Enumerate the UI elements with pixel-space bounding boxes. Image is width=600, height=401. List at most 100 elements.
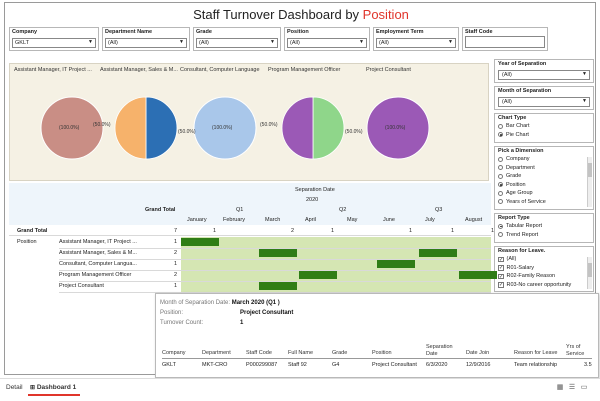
position-select[interactable]: (All) ▼ [287, 38, 367, 48]
pie-slice[interactable] [193, 96, 257, 160]
radio-icon[interactable] [498, 123, 503, 129]
pie-data-label: (50.0%) [345, 129, 363, 135]
grand-total-header: Grand Total [145, 207, 176, 213]
report-tabular-option[interactable]: Tabular Report [495, 222, 593, 231]
radio-icon[interactable] [498, 223, 503, 229]
tooltip-cell: P000299087 [246, 362, 278, 368]
pie-slice[interactable] [40, 96, 104, 160]
pie-data-label: (50.0%) [93, 122, 111, 128]
radio-icon[interactable] [498, 182, 503, 188]
radio-icon[interactable] [498, 156, 503, 162]
tooltip-cell: Project Consultant [372, 362, 417, 368]
filter-grade[interactable]: Grade (All) ▼ [193, 27, 281, 51]
pie-slice[interactable] [312, 96, 345, 160]
grade-select[interactable]: (All) ▼ [196, 38, 278, 48]
turnover-bar[interactable] [259, 282, 297, 290]
reason-option-salary[interactable]: ✓ R01-Salary [498, 264, 535, 271]
year-filter[interactable]: Year of Separation (All) ▼ [494, 59, 594, 83]
reason-box: Reason for Leave. ✓ (All) ✓ R01-Salary ✓ R0… [494, 246, 594, 292]
reason-scrollbar[interactable] [587, 257, 592, 289]
row-total-value: 1 [174, 283, 178, 289]
filter-bar: Company GKLT ▼ Department Name (All) ▼ Gra… [9, 27, 591, 51]
chart-type-bar-option[interactable]: Bar Chart [495, 122, 593, 131]
month-total-value: 1 [331, 228, 335, 234]
radio-icon[interactable] [498, 190, 503, 196]
pie-slice[interactable] [366, 96, 430, 160]
turnover-bar[interactable] [459, 271, 497, 279]
month-header: June [383, 217, 395, 223]
radio-icon[interactable] [498, 199, 503, 205]
filter-department[interactable]: Department Name (All) ▼ [102, 27, 190, 51]
pie-header: Program Management Officer [268, 67, 341, 73]
radio-icon[interactable] [498, 173, 503, 179]
dimension-option-grade[interactable]: Grade [495, 172, 593, 181]
row-divider [59, 248, 491, 249]
row-divider [59, 281, 491, 282]
dimension-option-department[interactable]: Department [495, 164, 593, 173]
filter-position[interactable]: Position (All) ▼ [284, 27, 370, 51]
year-select[interactable]: (All) ▼ [498, 70, 590, 80]
turnover-bar[interactable] [181, 238, 219, 246]
tooltip-column-header: Yrs of Service [566, 344, 585, 357]
month-select[interactable]: (All) ▼ [498, 97, 590, 107]
pie-slice[interactable] [145, 96, 178, 160]
present-icon[interactable]: ▭ [580, 384, 588, 391]
radio-icon[interactable] [498, 232, 503, 238]
scrollbar-thumb[interactable] [588, 263, 592, 277]
checkbox-icon[interactable]: ✓ [498, 265, 504, 271]
pie-data-label: (100.0%) [385, 125, 406, 131]
turnover-bar[interactable] [259, 249, 297, 257]
row-divider [9, 235, 491, 236]
chevron-down-icon: ▼ [270, 39, 275, 45]
radio-icon[interactable] [498, 132, 503, 138]
tooltip-cell: 3.5 [584, 362, 592, 368]
turnover-bar[interactable] [419, 249, 457, 257]
tooltip-column-header: Grade [332, 350, 348, 356]
filter-employment-term[interactable]: Employment Term (All) ▼ [373, 27, 459, 51]
company-select[interactable]: GKLT ▼ [12, 38, 96, 48]
scrollbar-thumb[interactable] [588, 163, 592, 177]
month-header: February [223, 217, 246, 223]
dimension-option-company[interactable]: Company [495, 155, 593, 164]
department-select[interactable]: (All) ▼ [105, 38, 187, 48]
chevron-down-icon: ▼ [88, 39, 93, 45]
tooltip-cell: 6/3/2020 [426, 362, 448, 368]
checkbox-icon[interactable]: ✓ [498, 256, 504, 263]
pie-slice[interactable] [281, 96, 314, 160]
reason-option-all[interactable]: ✓ (All) [498, 256, 517, 263]
checkbox-icon[interactable]: ✓ [498, 273, 504, 280]
month-header: August [465, 217, 483, 223]
chart-type-pie-option[interactable]: Pie Chart [495, 131, 593, 140]
dimension-option-age-group[interactable]: Age Group [495, 189, 593, 198]
row-total-value: 2 [174, 272, 178, 278]
tab-dashboard[interactable]: ⊞ Dashboard 1 [30, 384, 77, 391]
month-filter[interactable]: Month of Separation (All) ▼ [494, 86, 594, 110]
dimension-scrollbar[interactable] [587, 157, 592, 207]
dimension-option-position[interactable]: Position [495, 181, 593, 190]
row-divider [59, 292, 491, 293]
tooltip-column-header: Position [372, 350, 392, 356]
row-divider [59, 270, 491, 271]
chevron-down-icon: ▼ [179, 39, 184, 45]
list-view-icon[interactable]: ☰ [568, 384, 576, 391]
reason-option-family[interactable]: ✓ R02-Family Reason [498, 273, 556, 280]
filter-staff-code[interactable]: Staff Code [462, 27, 548, 51]
staff-code-input[interactable] [465, 36, 545, 48]
reason-option-career[interactable]: ✓ R03-No career opportunity [498, 281, 572, 288]
employment-term-select[interactable]: (All) ▼ [376, 38, 456, 48]
pie-slice[interactable] [114, 96, 147, 160]
tooltip-cell: G4 [332, 362, 340, 368]
month-total-value: 1 [491, 228, 495, 234]
filter-company[interactable]: Company GKLT ▼ [9, 27, 99, 51]
quarter-header: Q1 [236, 207, 244, 213]
tab-detail[interactable]: Detail [6, 384, 23, 391]
radio-icon[interactable] [498, 165, 503, 171]
turnover-bar[interactable] [377, 260, 415, 268]
checkbox-icon[interactable]: ✓ [498, 282, 504, 288]
grid-view-icon[interactable]: ▦ [556, 384, 564, 391]
tooltip-column-header: Full Name [288, 350, 314, 356]
report-trend-option[interactable]: Trend Report [495, 231, 593, 240]
row-total-value: 2 [174, 250, 178, 256]
dimension-option-years-of-service[interactable]: Years of Service [495, 198, 593, 207]
turnover-bar[interactable] [299, 271, 337, 279]
